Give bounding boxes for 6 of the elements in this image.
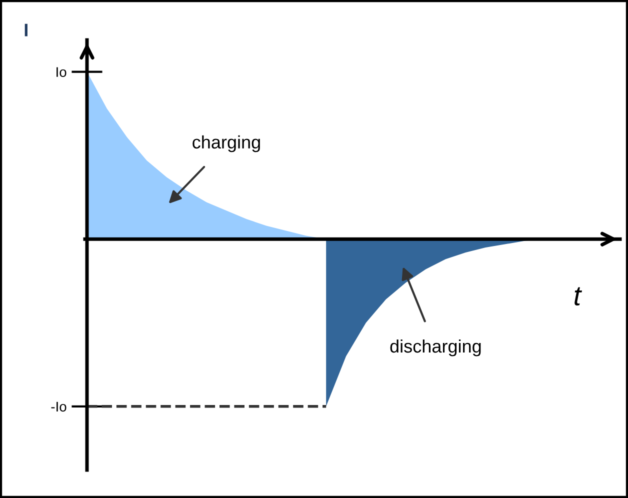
annotation: charging — [192, 135, 260, 152]
y-axis-title: I — [24, 24, 28, 36]
x-axis-title: t — [574, 287, 582, 306]
text: Io — [56, 67, 66, 77]
text: -Io — [51, 402, 66, 412]
annotation: discharging — [390, 339, 481, 356]
